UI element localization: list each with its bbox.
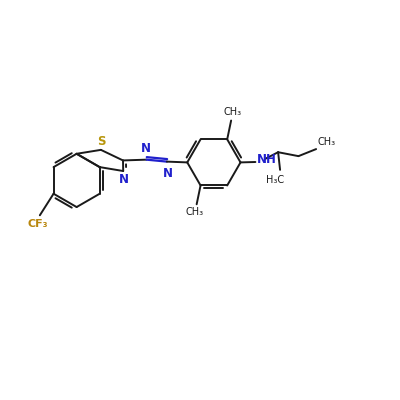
Text: N: N — [119, 173, 129, 186]
Text: N: N — [141, 142, 151, 154]
Text: H₃C: H₃C — [266, 174, 284, 184]
Text: CF₃: CF₃ — [28, 219, 48, 229]
Text: N: N — [163, 167, 173, 180]
Text: NH: NH — [256, 153, 276, 166]
Text: CH₃: CH₃ — [186, 207, 204, 217]
Text: S: S — [97, 135, 105, 148]
Text: CH₃: CH₃ — [223, 108, 241, 118]
Text: CH₃: CH₃ — [318, 137, 336, 147]
